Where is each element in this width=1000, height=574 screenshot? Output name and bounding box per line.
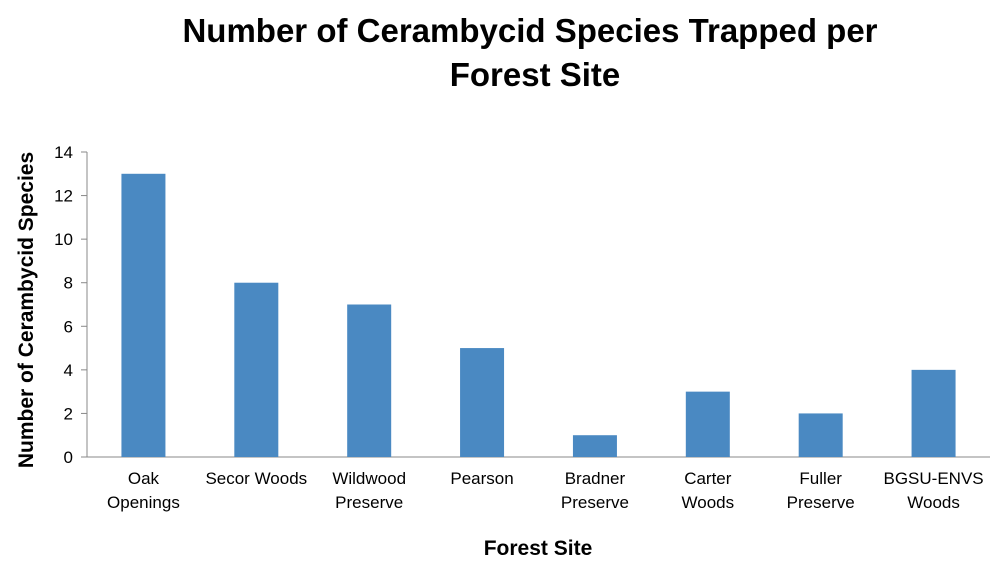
y-tick-label: 4 [64, 361, 73, 380]
x-tick-label: BGSU-ENVS [883, 469, 983, 488]
x-tick-label: Preserve [335, 493, 403, 512]
x-tick-label: Openings [107, 493, 180, 512]
y-tick-label: 10 [54, 230, 73, 249]
x-tick-label: Oak [128, 469, 160, 488]
y-tick-label: 2 [64, 404, 73, 423]
bar [460, 348, 505, 457]
chart-title-line-1: Number of Cerambycid Species Trapped per [182, 12, 877, 49]
x-tick-label: Woods [907, 493, 960, 512]
x-tick-label: Carter [684, 469, 732, 488]
x-tick-label: Pearson [450, 469, 513, 488]
y-tick-label: 6 [64, 317, 73, 336]
y-tick-label: 0 [64, 448, 73, 467]
chart-title-line-2: Forest Site [450, 56, 621, 93]
y-tick-label: 8 [64, 274, 73, 293]
bar [911, 369, 956, 457]
x-tick-label: Woods [682, 493, 735, 512]
x-tick-label: Preserve [787, 493, 855, 512]
bar [234, 282, 279, 457]
x-tick-label: Secor Woods [205, 469, 307, 488]
bar [685, 391, 730, 457]
plot-area: 0 2 4 6 8 10 12 14 Oak Openings Secor Woods Wildwoo… [54, 143, 990, 512]
y-tick-label: 12 [54, 187, 73, 206]
x-tick-label: Bradner [565, 469, 626, 488]
x-tick-label: Wildwood [332, 469, 406, 488]
x-axis-title: Forest Site [484, 537, 593, 560]
y-axis-title: Number of Cerambycid Species [15, 152, 38, 468]
bar [798, 413, 843, 457]
x-tick-label: Fuller [799, 469, 842, 488]
x-tick-label: Preserve [561, 493, 629, 512]
bar [121, 173, 166, 458]
bar [347, 304, 392, 457]
y-tick-label: 14 [54, 143, 73, 162]
bar [572, 435, 617, 457]
